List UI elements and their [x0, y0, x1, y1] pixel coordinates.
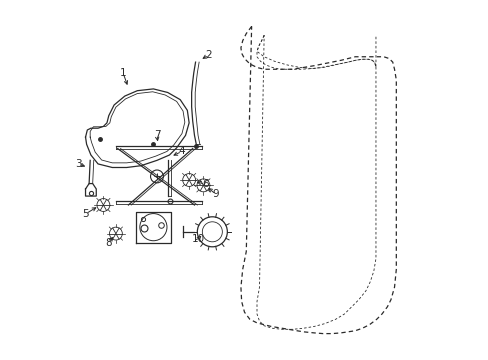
- Text: 2: 2: [205, 50, 212, 60]
- Text: 9: 9: [212, 189, 219, 199]
- Text: 6: 6: [202, 179, 208, 189]
- Text: 1: 1: [120, 68, 126, 78]
- Text: 5: 5: [82, 209, 89, 219]
- Text: 10: 10: [191, 234, 204, 244]
- Text: 7: 7: [153, 130, 160, 140]
- Text: 4: 4: [178, 147, 185, 157]
- Text: 3: 3: [75, 159, 81, 169]
- Text: 8: 8: [105, 238, 112, 248]
